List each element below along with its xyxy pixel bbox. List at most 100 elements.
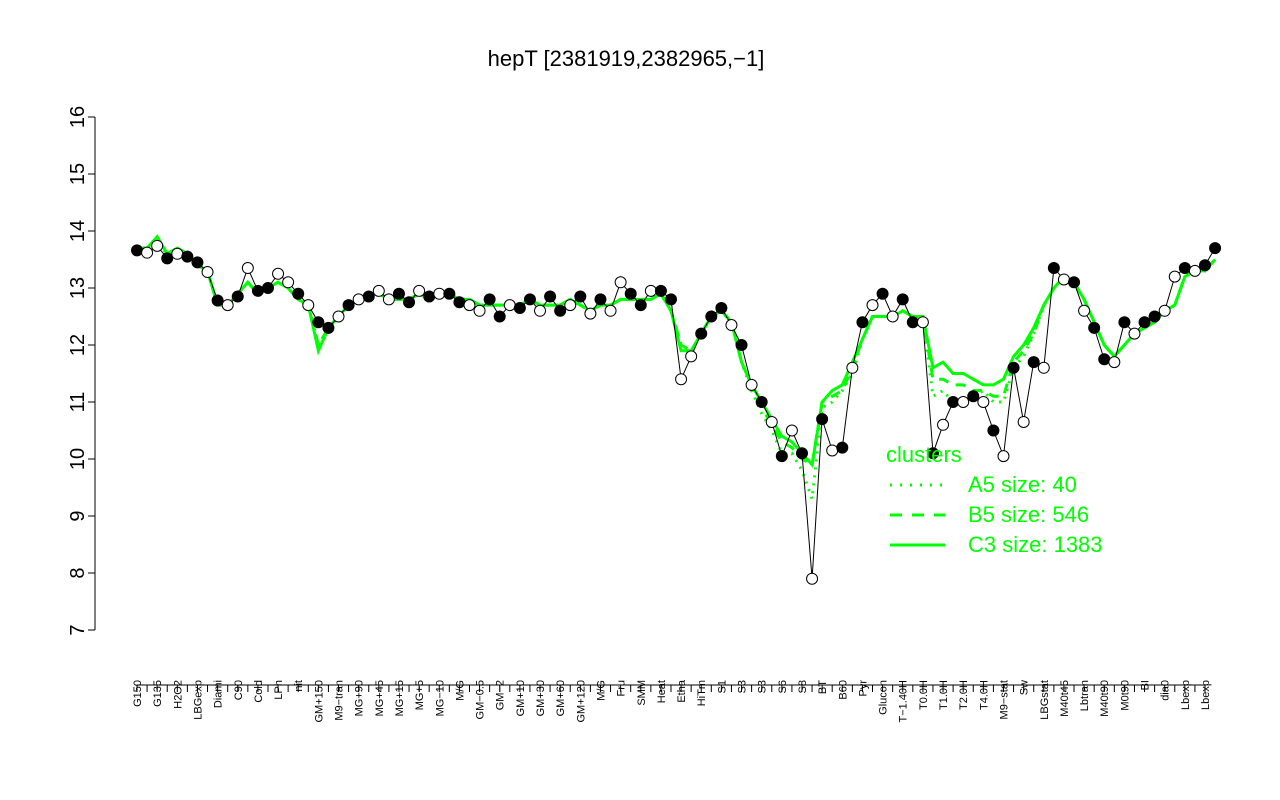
- data-point: [594, 293, 607, 306]
- data-point: [937, 418, 950, 431]
- data-point: [1037, 361, 1050, 374]
- x-tick-label: H2O2: [172, 680, 184, 709]
- series-lines: [137, 234, 1217, 500]
- data-point: [1118, 316, 1131, 329]
- data-point: [483, 293, 496, 306]
- data-point: [423, 290, 436, 303]
- x-tick-label: M40t90: [1099, 680, 1111, 717]
- data-point: [1178, 262, 1191, 275]
- data-point: [977, 396, 990, 408]
- data-point: [765, 415, 778, 428]
- data-point: [1199, 259, 1211, 272]
- x-tick-label: M/G: [454, 680, 466, 701]
- y-tick-label: 9: [67, 510, 89, 521]
- data-point: [836, 441, 849, 454]
- data-point: [312, 316, 325, 329]
- x-tick-label: G135: [152, 680, 164, 707]
- y-tick-label: 8: [67, 567, 89, 578]
- x-tick-label: GM+120: [575, 680, 587, 723]
- x-tick-label: MG+15: [394, 680, 406, 716]
- legend-entry: A5 size: 40: [968, 472, 1077, 497]
- x-tick-label: MG−10: [434, 680, 446, 716]
- x-tick-label: Etha: [676, 679, 688, 703]
- x-tick-label: M/G: [595, 680, 607, 701]
- x-tick-label: GM+150: [313, 680, 325, 723]
- data-point: [282, 276, 295, 289]
- data-point: [574, 290, 587, 303]
- data-point: [554, 304, 567, 317]
- y-axis: 7 8 9 10 11 12 13 14 15 16: [67, 106, 96, 636]
- data-point: [886, 310, 899, 323]
- x-tick-label: G150: [132, 680, 144, 707]
- y-tick-label: 14: [67, 220, 89, 242]
- x-tick-label: SMM: [636, 680, 648, 706]
- data-point: [624, 287, 637, 300]
- data-point: [1158, 304, 1171, 317]
- data-point: [866, 299, 879, 312]
- data-point: [826, 444, 839, 457]
- y-tick-label: 11: [67, 392, 89, 413]
- data-point: [382, 293, 395, 306]
- data-point: [1148, 310, 1161, 323]
- data-point: [1017, 415, 1030, 428]
- data-point: [906, 316, 919, 329]
- data-point: [534, 304, 547, 317]
- data-point: [151, 239, 164, 252]
- x-tick-label: BI: [1140, 680, 1152, 690]
- x-tick-label: B60: [837, 680, 849, 700]
- data-point: [725, 319, 738, 332]
- data-point: [352, 293, 365, 306]
- x-tick-label: GM−2: [495, 680, 507, 710]
- data-point: [332, 310, 345, 323]
- x-tick-label: T1.0H: [938, 680, 950, 710]
- data-point: [131, 244, 143, 257]
- data-point: [372, 284, 385, 297]
- data-point: [665, 293, 677, 306]
- legend-entry: C3 size: 1383: [968, 532, 1103, 557]
- x-tick-label: S1: [716, 680, 728, 693]
- data-point: [856, 316, 869, 329]
- data-point: [634, 299, 647, 312]
- data-point: [503, 299, 516, 312]
- x-tick-label: M9−tran: [334, 680, 346, 721]
- data-point: [1108, 356, 1121, 369]
- y-tick-label: 16: [67, 106, 89, 128]
- series-line: [137, 240, 1217, 500]
- x-tick-label: C90: [233, 680, 245, 700]
- data-point: [392, 287, 405, 300]
- data-point: [413, 284, 426, 297]
- x-tick-label: M9−stat: [998, 680, 1010, 719]
- data-point: [231, 290, 244, 303]
- data-point: [513, 301, 526, 314]
- y-tick-label: 12: [67, 334, 89, 356]
- x-tick-label: Sw: [1019, 680, 1031, 695]
- x-tick-label: Glucon: [878, 680, 890, 715]
- x-tick-label: T2.0H: [958, 680, 970, 710]
- x-tick-label: Lbexp: [1200, 680, 1212, 710]
- x-tick-label: Lbexp: [1180, 680, 1192, 710]
- x-tick-label: LPh: [273, 680, 285, 700]
- x-tick-label: GM+10: [515, 680, 527, 716]
- x-tick-label: M0t90: [1119, 680, 1131, 711]
- data-point: [654, 284, 667, 297]
- x-axis: G150 G135 H2O2 LBGexp Diami C90 Cold LPh nit GM+1…: [132, 679, 1212, 722]
- data-point: [775, 450, 788, 463]
- data-point: [322, 321, 335, 334]
- x-tick-label: GM−0.5: [475, 680, 487, 719]
- data-point: [795, 447, 808, 460]
- data-point: [705, 310, 718, 323]
- data-point: [1027, 356, 1040, 369]
- data-point: [916, 316, 929, 329]
- data-point: [997, 450, 1010, 463]
- y-tick-label: 15: [67, 163, 89, 185]
- series-line: [137, 234, 1217, 469]
- data-point: [221, 299, 234, 312]
- legend: clusters A5 size: 40 B5 size: 546 C3 size:…: [886, 442, 1103, 557]
- data-point: [453, 296, 466, 309]
- data-point: [1088, 321, 1101, 334]
- data-point: [745, 378, 758, 391]
- data-point: [1128, 327, 1141, 340]
- x-tick-label: BT: [817, 680, 829, 694]
- x-tick-label: HiTm: [696, 680, 708, 706]
